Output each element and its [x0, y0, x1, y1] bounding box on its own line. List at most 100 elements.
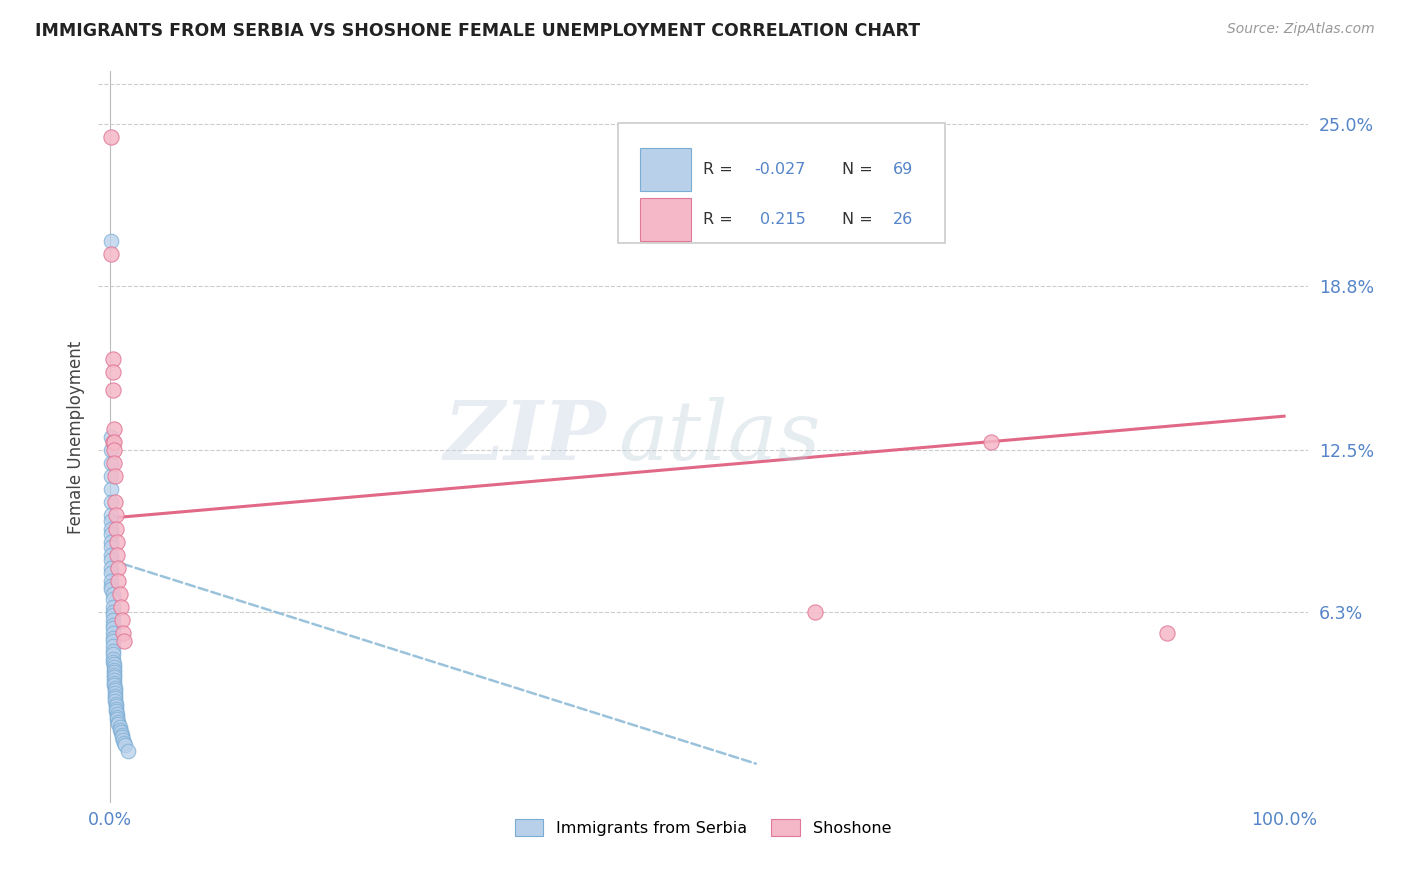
- Point: [112, 736, 135, 750]
- Point: [103, 456, 125, 470]
- Point: [112, 626, 135, 640]
- Point: [108, 723, 131, 737]
- Point: [100, 553, 122, 567]
- Point: [100, 526, 122, 541]
- Point: [103, 660, 125, 674]
- Point: [100, 582, 122, 596]
- Point: [101, 633, 124, 648]
- Point: [104, 681, 127, 695]
- Point: [101, 639, 124, 653]
- Point: [100, 514, 122, 528]
- Point: [101, 605, 124, 619]
- Point: [803, 605, 825, 619]
- Point: [103, 422, 125, 436]
- Point: [108, 720, 131, 734]
- FancyBboxPatch shape: [640, 148, 690, 191]
- Point: [104, 689, 127, 703]
- Point: [104, 686, 127, 700]
- Text: Source: ZipAtlas.com: Source: ZipAtlas.com: [1227, 22, 1375, 37]
- Point: [100, 456, 122, 470]
- Point: [111, 728, 134, 742]
- Point: [103, 665, 125, 680]
- Point: [101, 383, 124, 397]
- Point: [105, 712, 128, 726]
- Text: 69: 69: [893, 161, 912, 177]
- Legend: Immigrants from Serbia, Shoshone: Immigrants from Serbia, Shoshone: [509, 813, 897, 842]
- Point: [110, 599, 132, 614]
- Point: [100, 234, 122, 248]
- Point: [104, 691, 127, 706]
- Point: [101, 592, 124, 607]
- Point: [117, 743, 139, 757]
- Point: [100, 566, 122, 580]
- Point: [103, 675, 125, 690]
- Point: [105, 709, 128, 723]
- Point: [100, 574, 122, 588]
- Text: R =: R =: [703, 211, 742, 227]
- Point: [101, 618, 124, 632]
- Text: ZIP: ZIP: [444, 397, 606, 477]
- Text: atlas: atlas: [619, 397, 821, 477]
- Point: [104, 683, 127, 698]
- Text: N =: N =: [842, 161, 877, 177]
- Point: [101, 647, 124, 661]
- Point: [105, 699, 128, 714]
- Point: [108, 587, 131, 601]
- Point: [101, 607, 124, 622]
- Point: [100, 129, 122, 144]
- Point: [103, 435, 125, 450]
- Point: [105, 534, 128, 549]
- Point: [105, 548, 128, 562]
- Point: [980, 435, 1002, 450]
- Point: [101, 621, 124, 635]
- Point: [100, 508, 122, 523]
- Point: [100, 540, 122, 554]
- Point: [100, 579, 122, 593]
- Point: [100, 483, 122, 497]
- Point: [100, 521, 122, 535]
- Point: [100, 560, 122, 574]
- Text: N =: N =: [842, 211, 877, 227]
- Point: [101, 587, 124, 601]
- Point: [101, 351, 124, 366]
- Point: [112, 633, 135, 648]
- Point: [100, 469, 122, 483]
- Point: [105, 697, 128, 711]
- Y-axis label: Female Unemployment: Female Unemployment: [66, 341, 84, 533]
- Point: [101, 435, 124, 450]
- Point: [107, 714, 129, 729]
- Point: [101, 632, 124, 646]
- Point: [103, 678, 125, 692]
- Point: [107, 560, 129, 574]
- Point: [100, 548, 122, 562]
- Text: -0.027: -0.027: [754, 161, 806, 177]
- Point: [110, 725, 132, 739]
- Point: [100, 247, 122, 261]
- Point: [105, 521, 128, 535]
- Point: [104, 469, 127, 483]
- Point: [107, 717, 129, 731]
- Point: [101, 613, 124, 627]
- Point: [101, 644, 124, 658]
- Point: [105, 705, 128, 719]
- Point: [112, 733, 135, 747]
- Point: [105, 702, 128, 716]
- Point: [101, 652, 124, 666]
- Point: [101, 655, 124, 669]
- Point: [100, 495, 122, 509]
- Point: [103, 673, 125, 687]
- Point: [104, 495, 127, 509]
- Text: 0.215: 0.215: [759, 211, 806, 227]
- FancyBboxPatch shape: [640, 198, 690, 241]
- Point: [100, 430, 122, 444]
- Point: [103, 667, 125, 682]
- Point: [107, 574, 129, 588]
- Point: [101, 365, 124, 379]
- Point: [103, 663, 125, 677]
- Point: [103, 670, 125, 684]
- Point: [111, 613, 134, 627]
- Point: [1156, 626, 1178, 640]
- Point: [100, 534, 122, 549]
- FancyBboxPatch shape: [619, 122, 945, 244]
- Point: [101, 599, 124, 614]
